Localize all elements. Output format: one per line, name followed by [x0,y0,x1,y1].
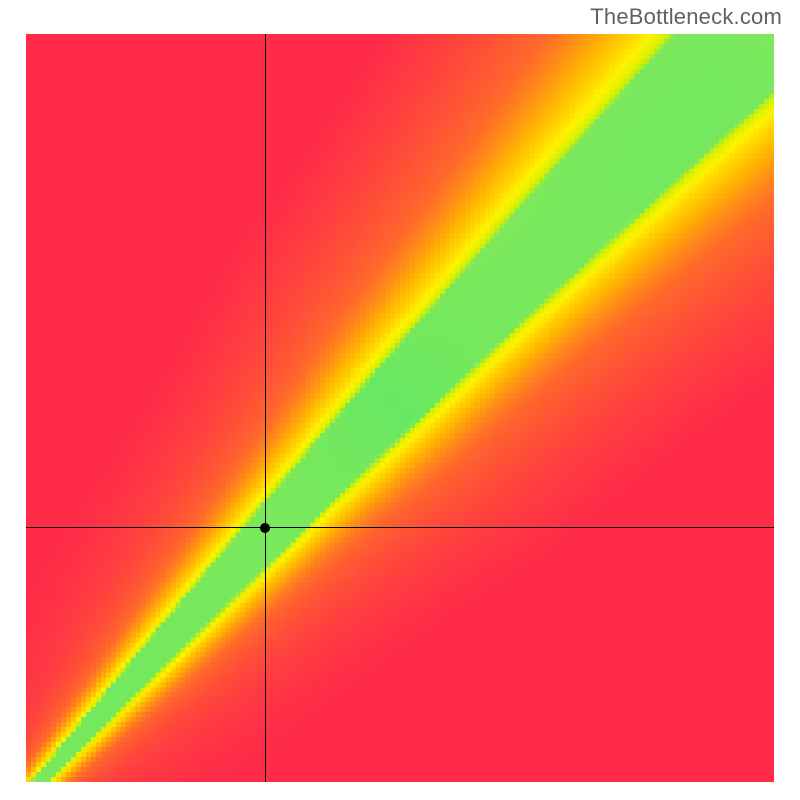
watermark-text: TheBottleneck.com [590,4,782,30]
heatmap-plot [26,34,774,782]
root: TheBottleneck.com [0,0,800,800]
heatmap-canvas [26,34,774,782]
